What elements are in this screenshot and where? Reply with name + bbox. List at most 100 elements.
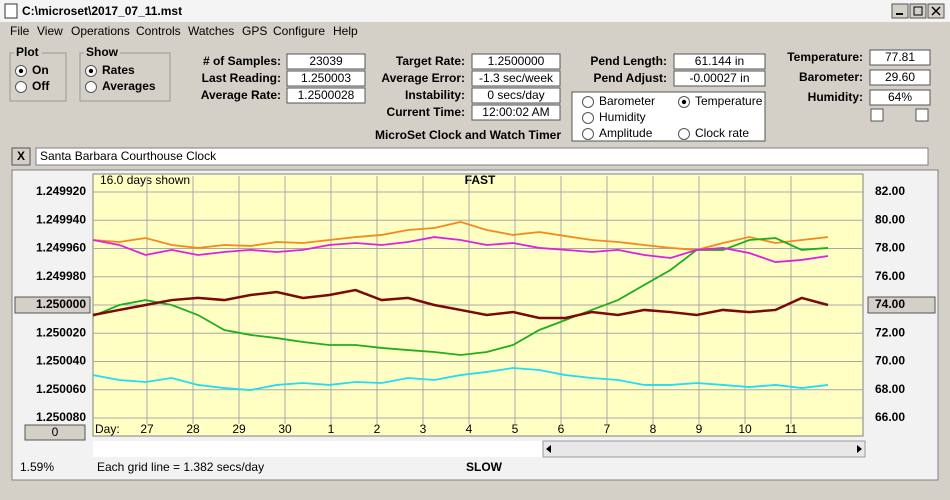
y-tick-label: 1.250040 [36, 354, 86, 368]
maximize-button[interactable] [909, 3, 927, 19]
field-label: Barometer: [799, 70, 863, 84]
field-label: Average Error: [381, 71, 465, 85]
radio-dot[interactable] [681, 99, 687, 105]
legend-label[interactable]: Humidity [599, 110, 646, 124]
radio-button[interactable] [582, 128, 594, 140]
x-axis-label: Day: [95, 422, 120, 436]
menu-item[interactable]: View [37, 24, 63, 38]
minimize-button[interactable] [891, 3, 909, 19]
group-title: Plot [16, 45, 39, 59]
series-selector [571, 91, 766, 142]
grid-note: Each grid line = 1.382 secs/day [97, 460, 264, 474]
radio-dot[interactable] [88, 68, 94, 74]
y-tick-label: 1.249960 [36, 241, 86, 255]
field-value: 23039 [309, 54, 343, 68]
radio-label[interactable]: Off [32, 79, 50, 93]
offset-button-label[interactable]: 0 [52, 425, 59, 439]
window-title: C:\microset\2017_07_11.mst [22, 4, 182, 18]
clock-name-box[interactable] [35, 147, 929, 166]
field-value: 1.250003 [301, 71, 351, 85]
field-box [869, 89, 931, 106]
x-tick-label: 27 [140, 422, 154, 436]
legend-label[interactable]: Clock rate [695, 126, 749, 140]
field-value: 12:00:02 AM [482, 105, 549, 119]
field-box [286, 87, 366, 104]
x-tick-label: 8 [650, 422, 657, 436]
y-tick-label: 1.250020 [36, 325, 86, 339]
y-tick-label: 1.250080 [36, 410, 86, 424]
y-tick-button[interactable] [14, 296, 91, 314]
y2-tick-label: 82.00 [875, 184, 905, 198]
group-title: Show [86, 45, 119, 59]
clear-button[interactable] [11, 147, 31, 166]
legend-label[interactable]: Amplitude [599, 126, 653, 140]
clock-name[interactable]: Santa Barbara Courthouse Clock [40, 149, 217, 163]
checkbox[interactable] [915, 108, 929, 122]
field-box [869, 49, 931, 66]
days-shown: 16.0 days shown [100, 173, 190, 187]
menu-item[interactable]: Watches [188, 24, 234, 38]
offset-button[interactable] [24, 424, 86, 441]
y2-tick-label[interactable]: 74.00 [875, 297, 905, 311]
radio-button[interactable] [678, 128, 690, 140]
x-tick-label: 28 [186, 422, 200, 436]
group-box [79, 52, 171, 102]
x-tick-label: 30 [278, 422, 292, 436]
radio-button[interactable] [582, 96, 594, 108]
app-name: MicroSet Clock and Watch Timer [375, 128, 561, 142]
x-tick-label: 9 [696, 422, 703, 436]
radio-button[interactable] [85, 81, 97, 93]
radio-label[interactable]: On [32, 63, 49, 77]
field-box [471, 70, 561, 87]
checkbox[interactable] [870, 108, 884, 122]
x-tick-label: 10 [738, 422, 752, 436]
x-tick-label: 7 [604, 422, 611, 436]
series-line [92, 221, 829, 251]
field-value: 64% [888, 90, 912, 104]
radio-button[interactable] [15, 81, 27, 93]
scrollbar[interactable] [542, 440, 866, 458]
series-line [92, 288, 829, 320]
radio-button[interactable] [582, 112, 594, 124]
x-tick-label: 29 [232, 422, 246, 436]
field-label: # of Samples: [203, 54, 281, 68]
menu-item[interactable]: Controls [136, 24, 181, 38]
field-value: -0.00027 in [689, 71, 749, 85]
menu-item[interactable]: Configure [273, 24, 325, 38]
window-controls[interactable] [891, 3, 945, 19]
field-value: 1.2500028 [298, 88, 355, 102]
maximize-glyph [913, 6, 923, 16]
field-value: 0 secs/day [487, 88, 544, 102]
y-tick-label[interactable]: 1.250000 [36, 297, 86, 311]
y2-tick-label: 80.00 [875, 212, 905, 226]
field-box [286, 53, 366, 70]
radio-dot[interactable] [18, 68, 24, 74]
y-tick-label: 1.250060 [36, 382, 86, 396]
y2-tick-button[interactable] [867, 296, 936, 314]
clear-button-label[interactable]: X [17, 149, 25, 163]
menu-item[interactable]: GPS [242, 24, 267, 38]
field-box [471, 53, 561, 70]
series-line [92, 236, 829, 263]
status-percent: 1.59% [20, 460, 54, 474]
menu-item[interactable]: Help [333, 24, 358, 38]
legend-label[interactable]: Barometer [599, 94, 655, 108]
y2-tick-label: 78.00 [875, 241, 905, 255]
y2-tick-label: 72.00 [875, 325, 905, 339]
field-value: 1.2500000 [488, 54, 545, 68]
field-label: Pend Adjust: [593, 71, 667, 85]
x-tick-label: 6 [558, 422, 565, 436]
radio-label[interactable]: Rates [102, 63, 135, 77]
radio-label[interactable]: Averages [102, 79, 156, 93]
y-tick-label: 1.249980 [36, 269, 86, 283]
legend-label[interactable]: Temperature [695, 94, 763, 108]
field-label: Current Time: [387, 105, 465, 119]
menu-item[interactable]: File [10, 24, 30, 38]
x-tick-label: 5 [512, 422, 519, 436]
close-glyph [931, 6, 941, 16]
x-tick-label: 1 [328, 422, 335, 436]
app-icon [4, 3, 18, 19]
title-bar [0, 0, 950, 22]
menu-item[interactable]: Operations [71, 24, 130, 38]
field-value: 77.81 [885, 50, 915, 64]
